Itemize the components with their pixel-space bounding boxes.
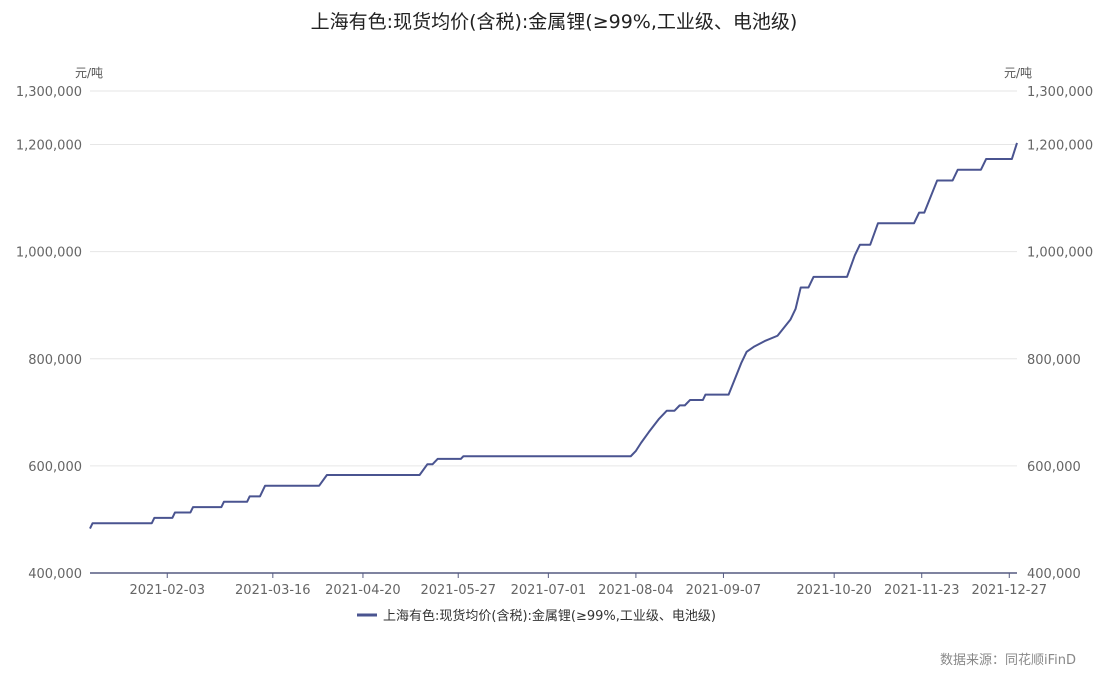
y-axis-right: 1,300,000 1,200,000 1,000,000 800,000 600,00…: [1027, 85, 1093, 582]
chart-title: 上海有色:现货均价(含税):金属锂(≥99%,工业级、电池级): [311, 11, 798, 33]
x-tick-label: 2021-10-20: [796, 583, 872, 598]
x-tick-label: 2021-12-27: [971, 583, 1047, 598]
y-tick-label-left: 400,000: [28, 567, 82, 582]
x-tick-label: 2021-08-04: [598, 583, 674, 598]
legend-label: 上海有色:现货均价(含税):金属锂(≥99%,工业级、电池级): [383, 608, 716, 624]
y-tick-label-left: 600,000: [28, 460, 82, 475]
y-tick-label-left: 1,200,000: [16, 139, 82, 154]
x-tick-label: 2021-07-01: [511, 583, 587, 598]
x-tick-label: 2021-03-16: [235, 583, 311, 598]
gridlines: [90, 90, 1017, 467]
y-tick-label-right: 800,000: [1027, 353, 1081, 368]
y-tick-label-right: 1,300,000: [1027, 85, 1093, 100]
y-tick-label-right: 1,000,000: [1027, 246, 1093, 261]
y-tick-label-right: 600,000: [1027, 460, 1081, 475]
y-tick-label-right: 400,000: [1027, 567, 1081, 582]
x-tick-label: 2021-11-23: [884, 583, 960, 598]
y-tick-label-left: 800,000: [28, 353, 82, 368]
y-axis-left: 1,300,000 1,200,000 1,000,000 800,000 600,00…: [16, 85, 82, 582]
legend[interactable]: 上海有色:现货均价(含税):金属锂(≥99%,工业级、电池级): [357, 608, 716, 624]
y-tick-label-left: 1,000,000: [16, 246, 82, 261]
data-source: 数据来源：同花顺iFinD: [940, 652, 1076, 668]
y-tick-label-right: 1,200,000: [1027, 139, 1093, 154]
right-unit-label: 元/吨: [1004, 66, 1032, 80]
left-unit-label: 元/吨: [75, 66, 103, 80]
x-axis: 2021-02-03 2021-03-16 2021-04-20 2021-05-27…: [129, 573, 1047, 598]
x-tick-label: 2021-09-07: [686, 583, 762, 598]
y-tick-label-left: 1,300,000: [16, 85, 82, 100]
x-tick-label: 2021-02-03: [129, 583, 205, 598]
x-tick-label: 2021-04-20: [325, 583, 401, 598]
series-line-lithium-price: [89, 142, 1018, 529]
x-tick-label: 2021-05-27: [420, 583, 496, 598]
